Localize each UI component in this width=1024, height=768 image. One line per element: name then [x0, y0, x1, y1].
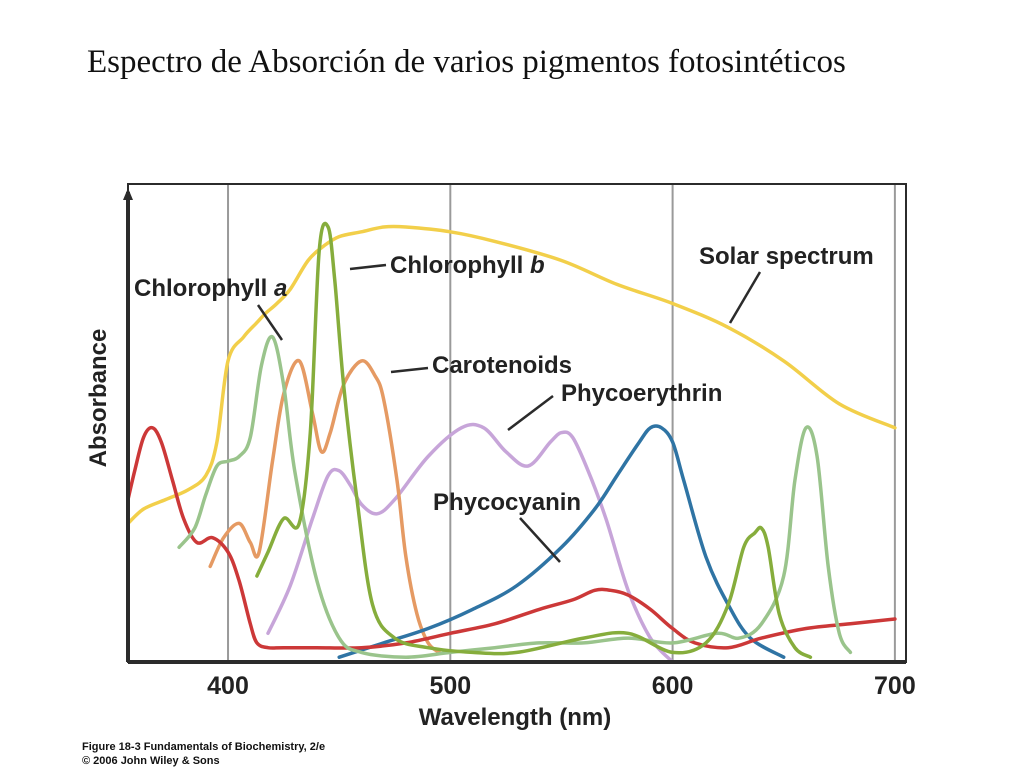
x-tick-label-700: 700: [874, 672, 916, 700]
slide-title: Espectro de Absorción de varios pigmento…: [87, 44, 846, 80]
carotenoids-series-line: [208, 358, 441, 655]
chlorophyll-a-label-suffix: a: [274, 275, 287, 302]
phycocyanin-series-line: [337, 424, 786, 659]
carotenoids-callout-line: [390, 366, 429, 374]
chlorophyll-b-label-text: Chlorophyll: [390, 252, 530, 279]
chlorophyll-a-label: Chlorophyll a: [134, 275, 287, 302]
chlorophyll-a-callout-line: [256, 304, 284, 341]
chlorophyll-b-series-line: [255, 221, 813, 659]
solar-spectrum-label: Solar spectrum: [699, 243, 874, 270]
chlorophyll-a-label-text: Chlorophyll: [134, 275, 274, 302]
x-tick-label-400: 400: [207, 672, 249, 700]
y-axis-arrow: [123, 188, 133, 200]
solar-spectrum-series-line: [126, 224, 897, 526]
x-tick-label-600: 600: [652, 672, 694, 700]
phycoerythrin-series-line: [266, 422, 675, 664]
gridlines: [227, 184, 896, 662]
carotenoids-label: Carotenoids: [432, 352, 572, 379]
axes: [123, 183, 907, 664]
phycocyanin-label-text: Phycocyanin: [433, 489, 581, 516]
copyright-credit: © 2006 John Wiley & Sons: [82, 755, 220, 767]
x-tick-label-500: 500: [429, 672, 471, 700]
solar-spectrum-label-text: Solar spectrum: [699, 243, 874, 270]
chlorophyll-b-callout-line: [349, 263, 387, 271]
phycoerythrin-label: Phycoerythrin: [561, 380, 722, 407]
x-tick-labels: 400 500 600 700: [207, 672, 916, 700]
chlorophyll-b-label: Chlorophyll b: [390, 252, 545, 279]
solar-spectrum-callout-line: [728, 271, 762, 324]
phycoerythrin-label-text: Phycoerythrin: [561, 380, 722, 407]
plot-lines: [126, 221, 897, 664]
phycoerythrin-callout-line: [507, 395, 554, 431]
x-axis-label: Wavelength (nm): [419, 704, 611, 731]
y-axis-label: Absorbance: [85, 329, 112, 468]
figure-credit: Figure 18-3 Fundamentals of Biochemistry…: [82, 741, 326, 753]
carotenoids-label-text: Carotenoids: [432, 352, 572, 379]
callout-lines: [256, 263, 762, 563]
phycocyanin-callout-line: [519, 517, 561, 563]
chlorophyll-b-label-suffix: b: [530, 252, 545, 279]
phycocyanin-label: Phycocyanin: [433, 489, 581, 516]
